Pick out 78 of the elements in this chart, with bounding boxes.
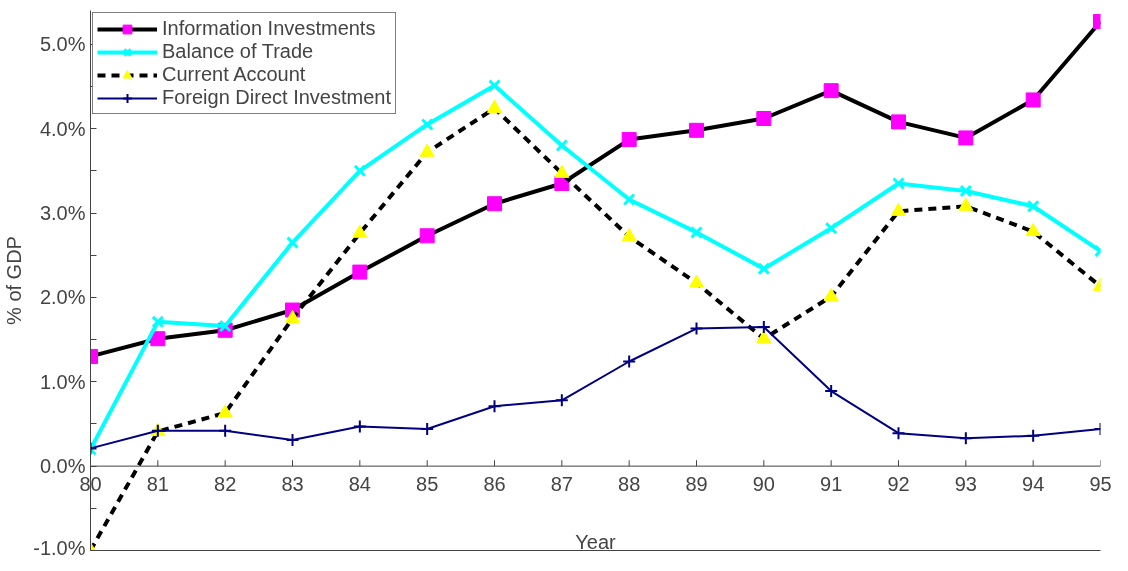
x-tick-label: 84 bbox=[348, 472, 371, 495]
point bbox=[621, 228, 637, 242]
point bbox=[217, 404, 233, 418]
x-tick-label: 87 bbox=[550, 472, 573, 495]
point bbox=[958, 431, 973, 446]
point bbox=[488, 79, 501, 93]
point bbox=[419, 143, 435, 157]
point bbox=[823, 287, 839, 302]
y-tick-label: 5.0% bbox=[39, 33, 86, 56]
point bbox=[891, 202, 906, 216]
legend-label: Foreign Direct Investment bbox=[162, 86, 391, 109]
point bbox=[420, 117, 434, 131]
point bbox=[622, 354, 637, 369]
x-tick-label: 83 bbox=[281, 472, 304, 495]
x-tick-label: 89 bbox=[685, 472, 708, 495]
point bbox=[285, 432, 300, 447]
point bbox=[487, 99, 502, 113]
point bbox=[285, 309, 300, 324]
point bbox=[286, 236, 299, 249]
point bbox=[419, 228, 435, 244]
y-tick-label: 4.0% bbox=[39, 117, 86, 140]
x-tick-label: 82 bbox=[214, 472, 237, 495]
y-axis-title: % of GDP bbox=[3, 236, 26, 325]
point bbox=[352, 224, 368, 238]
point bbox=[1026, 199, 1040, 213]
x-tick-label: 85 bbox=[416, 472, 439, 495]
point bbox=[756, 111, 772, 126]
point bbox=[823, 83, 839, 99]
x-tick-label: 94 bbox=[1022, 472, 1045, 495]
x-tick-label: 91 bbox=[820, 472, 843, 495]
y-tick-label: 2.0% bbox=[39, 286, 86, 309]
x-axis-title: Year bbox=[575, 530, 617, 553]
x-tick-label: 81 bbox=[146, 472, 169, 495]
legend-label: Current Account bbox=[162, 63, 306, 86]
point bbox=[622, 193, 636, 206]
point bbox=[352, 419, 367, 434]
point bbox=[487, 399, 502, 414]
point bbox=[757, 262, 771, 276]
point bbox=[487, 196, 502, 212]
legend-label: Information Investments bbox=[162, 17, 376, 40]
y-tick-label: -1.0% bbox=[33, 536, 86, 559]
point bbox=[555, 139, 569, 152]
point bbox=[353, 164, 367, 178]
point bbox=[958, 130, 974, 146]
point bbox=[958, 197, 974, 211]
point bbox=[891, 426, 906, 441]
point bbox=[689, 321, 704, 336]
y-tick-label: 3.0% bbox=[39, 202, 86, 224]
point bbox=[420, 422, 435, 436]
x-tick-label: 86 bbox=[483, 472, 506, 495]
x-tick-label: 95 bbox=[1089, 472, 1112, 495]
point bbox=[689, 274, 704, 288]
point bbox=[352, 264, 368, 280]
x-tick-label: 90 bbox=[752, 472, 775, 495]
point bbox=[218, 319, 232, 333]
point bbox=[1026, 428, 1041, 443]
point bbox=[554, 164, 570, 178]
point bbox=[891, 114, 906, 130]
x-tick-label: 93 bbox=[954, 472, 977, 495]
point bbox=[218, 423, 233, 438]
point bbox=[756, 319, 771, 334]
x-tick-label: 88 bbox=[618, 472, 641, 495]
point bbox=[824, 384, 839, 399]
y-tick-label: 1.0% bbox=[39, 370, 86, 393]
point bbox=[690, 225, 703, 239]
x-tick-label: 92 bbox=[887, 472, 910, 495]
point bbox=[1025, 92, 1041, 108]
point bbox=[689, 122, 704, 138]
point bbox=[151, 315, 165, 329]
point bbox=[554, 393, 569, 408]
legend-label: Balance of Trade bbox=[162, 40, 314, 63]
y-tick-label: 0.0% bbox=[39, 455, 86, 478]
point bbox=[1025, 222, 1041, 237]
point bbox=[892, 177, 905, 190]
point bbox=[959, 184, 973, 198]
point bbox=[621, 132, 637, 148]
point bbox=[756, 330, 772, 344]
point bbox=[824, 221, 838, 235]
